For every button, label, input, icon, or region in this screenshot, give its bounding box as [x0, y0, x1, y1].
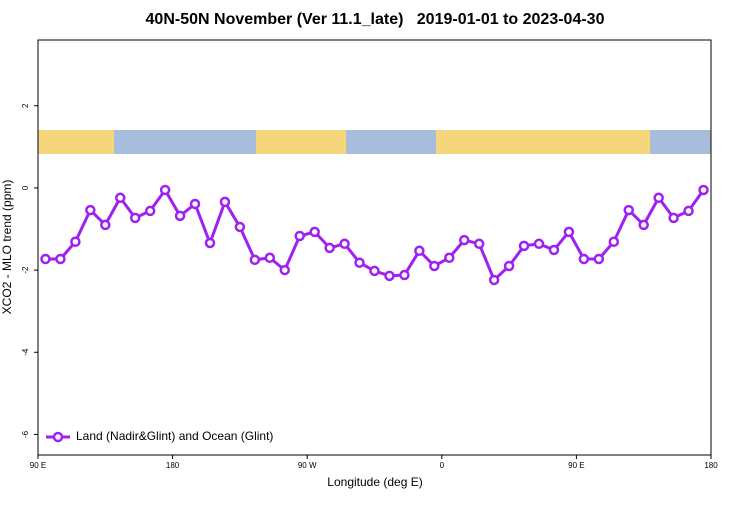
data-point	[638, 219, 649, 231]
data-point	[234, 221, 246, 233]
data-point	[204, 237, 216, 249]
data-point	[488, 274, 500, 286]
data-point	[429, 260, 440, 272]
plot-frame	[37, 39, 712, 456]
x-tick-label: 180	[166, 461, 180, 470]
data-point	[503, 260, 515, 272]
y-axis-label: XCO2 - MLO trend (ppm)	[0, 180, 14, 315]
data-point	[563, 226, 575, 238]
data-point	[608, 236, 620, 247]
data-point	[70, 236, 81, 247]
data-point	[369, 265, 380, 277]
data-point	[414, 245, 425, 257]
y-tick-label: -4	[21, 348, 30, 356]
data-point	[653, 192, 664, 204]
data-point	[593, 253, 605, 265]
data-point	[698, 184, 709, 196]
data-point	[683, 205, 694, 217]
data-point	[473, 238, 485, 250]
data-point	[219, 196, 231, 208]
data-point	[174, 210, 186, 222]
data-point	[548, 244, 560, 256]
data-point	[189, 198, 201, 210]
data-point	[668, 212, 679, 224]
data-point	[144, 205, 156, 217]
data-point	[444, 252, 455, 264]
data-point	[55, 253, 66, 265]
y-tick-label: -2	[21, 266, 30, 274]
data-point	[129, 212, 141, 224]
x-tick-label: 180	[704, 461, 718, 470]
data-point	[324, 242, 335, 254]
data-point	[623, 204, 634, 216]
data-point	[115, 192, 126, 204]
data-point	[294, 230, 305, 242]
data-point	[578, 253, 590, 265]
data-point	[518, 240, 530, 252]
legend-marker	[52, 431, 64, 443]
x-tick-label: 90 W	[298, 461, 317, 470]
data-point	[85, 204, 96, 216]
x-tick-label: 90 E	[30, 461, 46, 470]
map-strip	[38, 130, 711, 154]
y-tick-label: 2	[21, 103, 30, 108]
x-tick-label: 90 E	[568, 461, 584, 470]
y-tick-label: 0	[21, 185, 30, 190]
data-point	[279, 264, 291, 276]
data-point	[458, 234, 470, 246]
y-tick-label: -6	[21, 430, 30, 438]
data-point	[399, 269, 410, 281]
data-point	[159, 184, 171, 196]
x-axis-label: Longitude (deg E)	[327, 475, 422, 489]
chart-title: 40N-50N November (Ver 11.1_late) 2019-01…	[146, 11, 605, 28]
data-point	[100, 219, 111, 231]
data-point	[309, 226, 320, 238]
data-point	[249, 254, 261, 266]
data-point	[339, 238, 350, 250]
data-point	[264, 252, 276, 264]
data-point	[40, 253, 51, 265]
data-point	[533, 238, 545, 250]
data-point	[354, 257, 365, 268]
x-tick-label: 0	[440, 461, 445, 470]
data-point	[384, 270, 395, 282]
legend-label: Land (Nadir&Glint) and Ocean (Glint)	[76, 429, 273, 443]
